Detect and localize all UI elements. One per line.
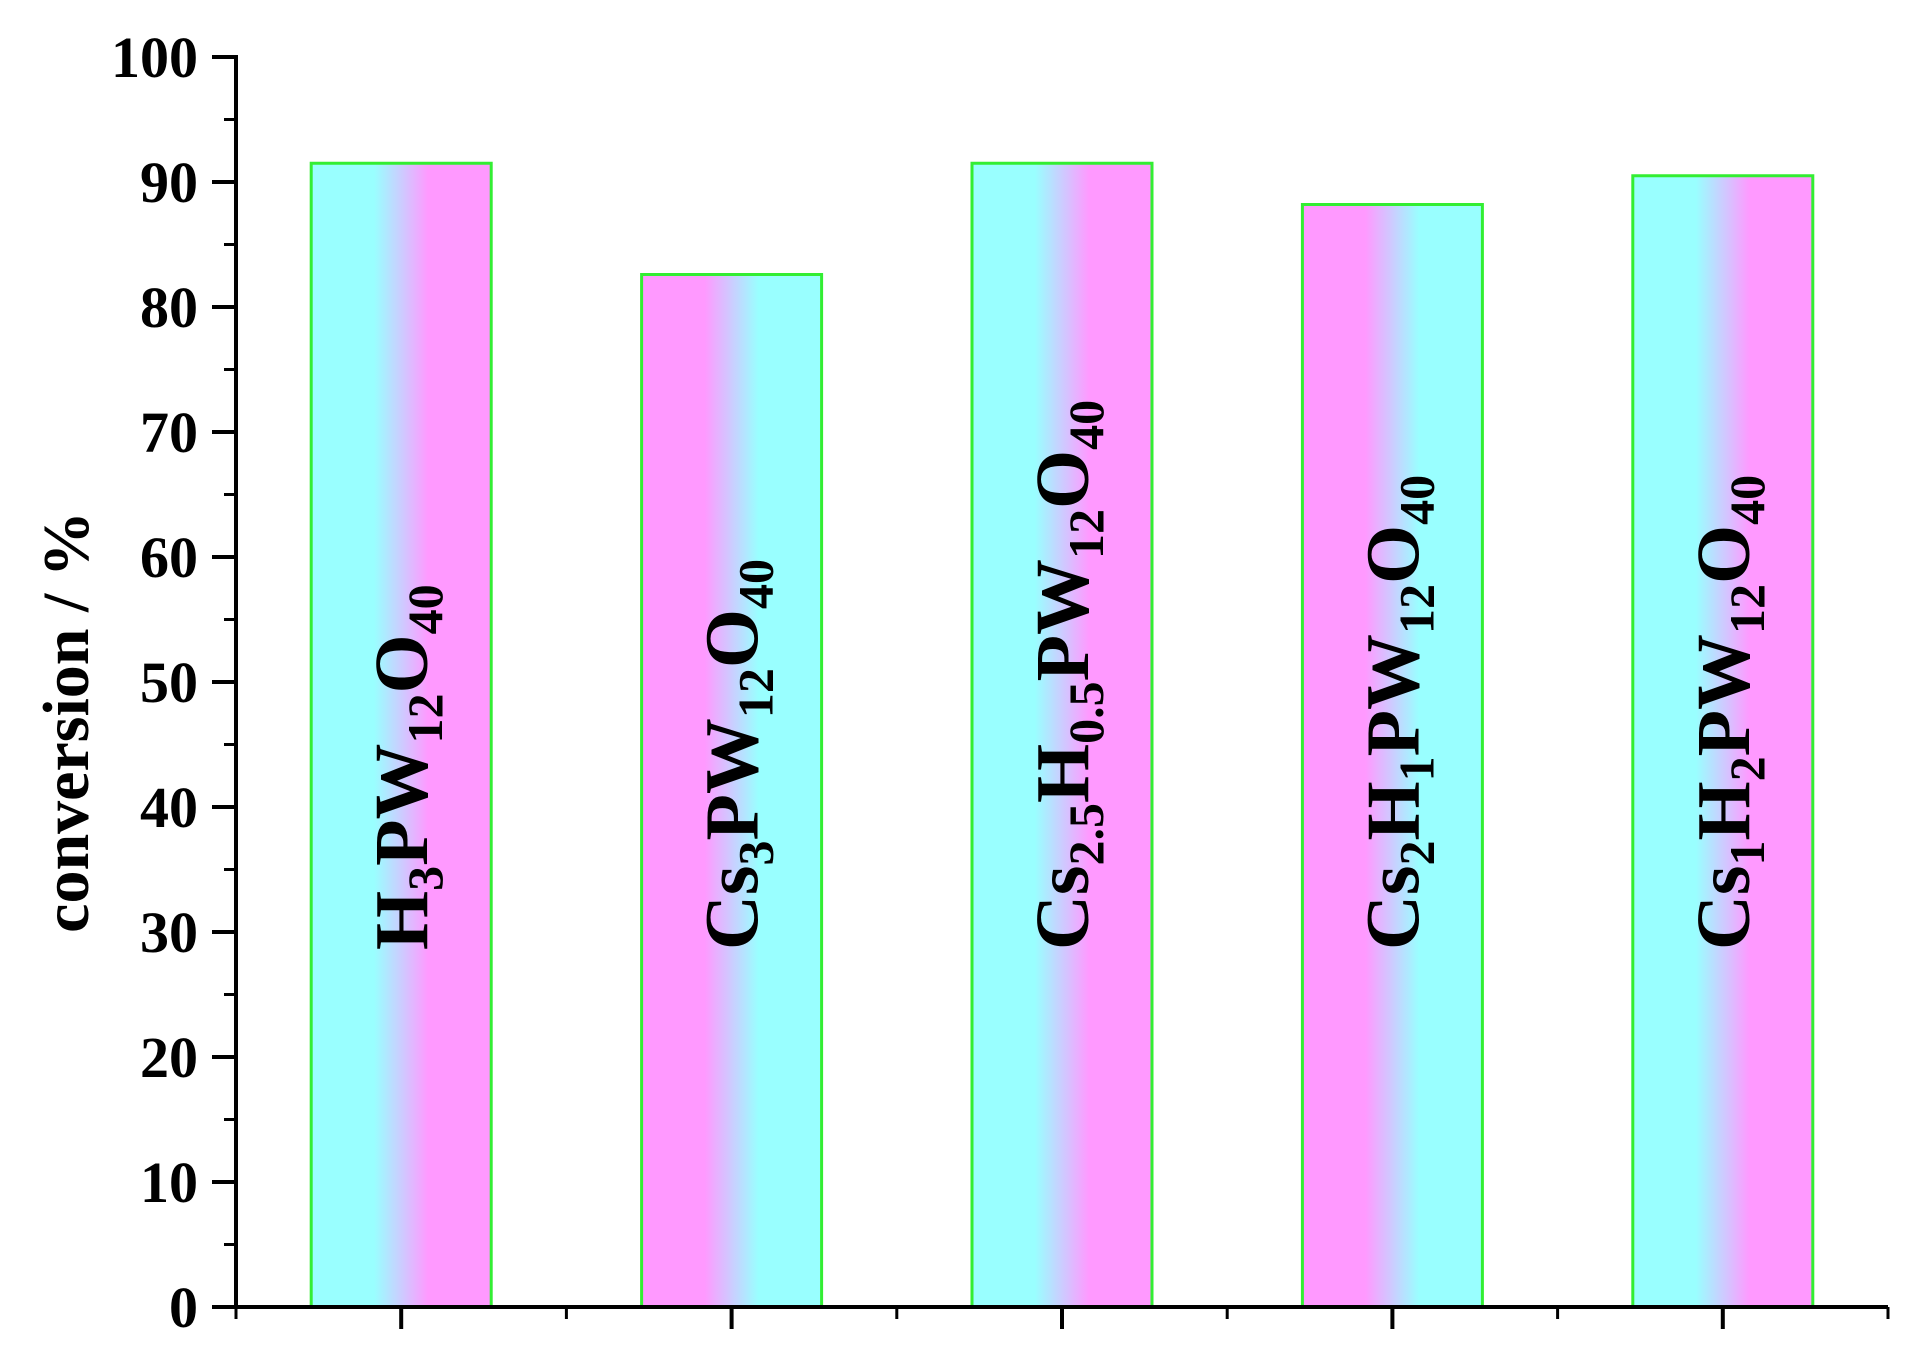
bar-4: [1300, 203, 1484, 1309]
bars-group: [309, 161, 1815, 1309]
y-axis: 0 10 20 30 40 50 60 70 80 90 100: [111, 25, 238, 1340]
y-tick-label: 100: [111, 25, 198, 90]
y-tick-label: 30: [140, 900, 198, 965]
x-axis: [234, 1305, 1890, 1329]
bar-5: [1631, 174, 1815, 1309]
y-tick-label: 20: [140, 1025, 198, 1090]
y-tick-label: 10: [140, 1150, 198, 1215]
y-axis-title: conversion / %: [30, 511, 103, 933]
bar-2: [640, 273, 824, 1309]
bar-label-3: Cs2.5H0.5PW12O40: [1021, 400, 1114, 950]
bar-3: [970, 161, 1154, 1309]
bar-label-4: Cs2H1PW12O40: [1351, 475, 1444, 950]
bar-label-2: Cs3PW12O40: [691, 559, 784, 950]
y-tick-label: 70: [140, 400, 198, 465]
y-tick-label: 50: [140, 650, 198, 715]
bar-label-1: H3PW12O40: [360, 584, 453, 950]
bar-labels-group: H3PW12O40 Cs3PW12O40 Cs2.5H0.5PW12O40 Cs2H1…: [360, 400, 1775, 950]
bar-label-5: Cs1H2PW12O40: [1682, 475, 1775, 950]
y-tick-label: 40: [140, 775, 198, 840]
y-tick-label: 80: [140, 275, 198, 340]
bar-1: [309, 161, 493, 1309]
y-tick-label: 90: [140, 150, 198, 215]
y-tick-label: 0: [169, 1275, 198, 1340]
y-tick-label: 60: [140, 525, 198, 590]
